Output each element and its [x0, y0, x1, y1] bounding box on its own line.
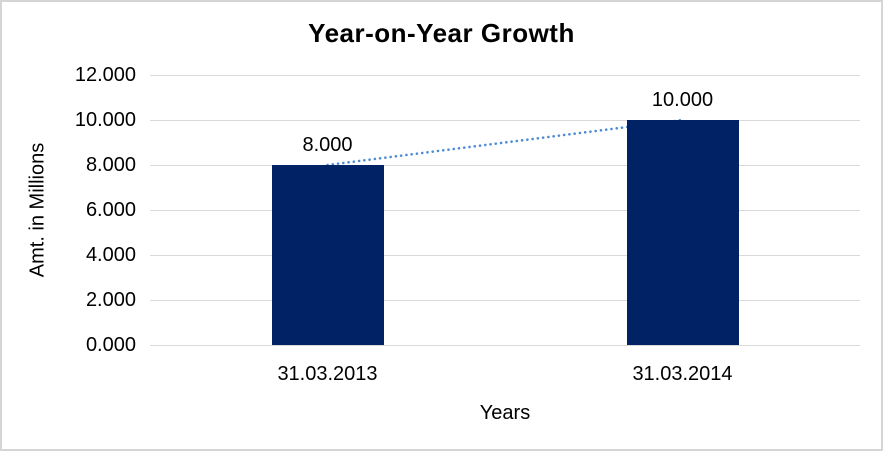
x-category-label: 31.03.2014: [632, 363, 733, 385]
gridline: [150, 164, 860, 166]
bar: [626, 120, 739, 345]
y-tick-label: 8.000: [85, 154, 136, 176]
y-tick-label: 2.000: [85, 289, 136, 311]
gridline: [150, 344, 860, 346]
chart-title: Year-on-Year Growth: [308, 18, 575, 48]
y-tick-label: 6.000: [85, 199, 136, 221]
bar-data-label: 10.000: [651, 89, 714, 111]
y-tick-label: 0.000: [85, 334, 136, 356]
x-category-label: 31.03.2013: [277, 363, 378, 385]
gridline: [150, 74, 860, 76]
gridline: [150, 299, 860, 301]
gridline: [150, 254, 860, 256]
y-tick-label: 12.000: [74, 64, 136, 86]
x-axis-title: Years: [479, 402, 531, 424]
bar-data-label: 8.000: [302, 134, 353, 156]
gridline: [150, 209, 860, 211]
gridline: [150, 119, 860, 121]
y-tick-label: 4.000: [85, 244, 136, 266]
bar: [271, 165, 384, 345]
y-tick-label: 10.000: [74, 109, 136, 131]
